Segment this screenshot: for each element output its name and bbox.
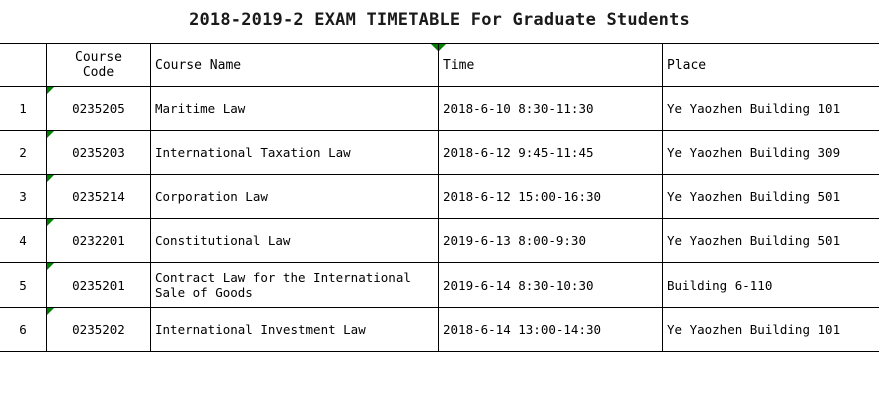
cell-place: Ye Yaozhen Building 501 (662, 218, 879, 263)
page-title: 2018-2019-2 EXAM TIMETABLE For Graduate … (189, 10, 690, 30)
cell-time: 2018-6-10 8:30-11:30 (438, 86, 663, 131)
cell-course-code: 0235201 (46, 262, 151, 308)
cell-course-code: 0235205 (46, 86, 151, 131)
cell-place: Ye Yaozhen Building 101 (662, 86, 879, 131)
cell-place: Ye Yaozhen Building 501 (662, 174, 879, 219)
cell-course-name: Corporation Law (150, 174, 439, 219)
column-header-course-code-line2: Code (82, 65, 115, 80)
table-row: 6 0235202 International Investment Law 2… (0, 307, 879, 352)
row-index: 5 (0, 262, 47, 308)
table-body: 1 0235205 Maritime Law 2018-6-10 8:30-11… (0, 86, 879, 352)
column-header-course-code-line1: Course (75, 50, 122, 65)
cell-place: Ye Yaozhen Building 101 (662, 307, 879, 352)
row-index: 6 (0, 307, 47, 352)
cell-place: Building 6-110 (662, 262, 879, 308)
cell-course-name: Contract Law for the International Sale … (150, 262, 439, 308)
column-header-time: Time (438, 43, 663, 87)
row-index: 3 (0, 174, 47, 219)
table-header: Course Code Course Name Time Place (0, 43, 879, 87)
cell-course-name: International Investment Law (150, 307, 439, 352)
table-row: 3 0235214 Corporation Law 2018-6-12 15:0… (0, 174, 879, 219)
column-header-course-name: Course Name (150, 43, 439, 87)
cell-time: 2018-6-14 13:00-14:30 (438, 307, 663, 352)
cell-time: 2018-6-12 15:00-16:30 (438, 174, 663, 219)
cell-time: 2018-6-12 9:45-11:45 (438, 130, 663, 175)
row-index: 4 (0, 218, 47, 263)
table-row: 1 0235205 Maritime Law 2018-6-10 8:30-11… (0, 86, 879, 131)
cell-time: 2019-6-13 8:00-9:30 (438, 218, 663, 263)
column-header-course-code: Course Code (46, 43, 151, 87)
table-row: 4 0232201 Constitutional Law 2019-6-13 8… (0, 218, 879, 263)
table-row: 5 0235201 Contract Law for the Internati… (0, 262, 879, 308)
header-row: Course Code Course Name Time Place (0, 43, 879, 87)
table-row: 2 0235203 International Taxation Law 201… (0, 130, 879, 175)
cell-course-code: 0232201 (46, 218, 151, 263)
cell-course-name: International Taxation Law (150, 130, 439, 175)
cell-place: Ye Yaozhen Building 309 (662, 130, 879, 175)
column-header-index (0, 43, 47, 87)
cell-course-code: 0235203 (46, 130, 151, 175)
cell-course-code: 0235214 (46, 174, 151, 219)
exam-timetable: Course Code Course Name Time Place 1 023… (0, 43, 879, 352)
cell-course-code: 0235202 (46, 307, 151, 352)
row-index: 1 (0, 86, 47, 131)
column-header-place: Place (662, 43, 879, 87)
cell-time: 2019-6-14 8:30-10:30 (438, 262, 663, 308)
row-index: 2 (0, 130, 47, 175)
cell-course-name: Constitutional Law (150, 218, 439, 263)
timetable-container: Course Code Course Name Time Place 1 023… (0, 43, 879, 352)
cell-course-name: Maritime Law (150, 86, 439, 131)
